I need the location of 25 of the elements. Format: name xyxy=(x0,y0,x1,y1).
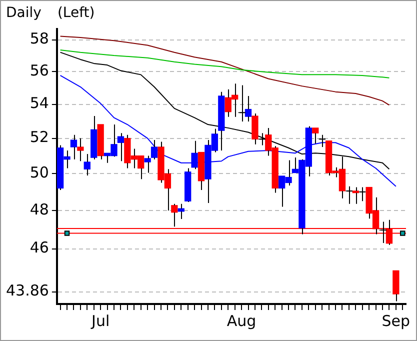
candlestick xyxy=(150,140,158,160)
y-tick-label: 58 xyxy=(30,30,49,48)
candlestick xyxy=(90,116,98,160)
candlestick xyxy=(312,128,319,144)
y-tick-label: 46 xyxy=(30,238,49,257)
y-tick-label: 54 xyxy=(30,94,49,112)
candlestick xyxy=(218,91,225,152)
candlestick xyxy=(191,140,198,170)
x-tick-label: Sep xyxy=(382,312,410,330)
y-tick-label: 48 xyxy=(30,200,49,218)
chart-title: Daily xyxy=(6,5,42,21)
x-tick-label: Jul xyxy=(90,312,110,330)
candlestick xyxy=(77,138,84,162)
candlestick xyxy=(117,132,124,162)
chart-subtitle: (Left) xyxy=(57,5,95,21)
candlestick xyxy=(184,168,192,203)
y-tick-label: 56 xyxy=(30,61,49,80)
y-tick-label: 50 xyxy=(30,164,49,182)
y-tick-label: 52 xyxy=(30,128,49,146)
candlestick xyxy=(144,155,151,174)
candlestick xyxy=(84,154,90,176)
candlestick xyxy=(97,124,104,160)
y-tick-label: 43.86 xyxy=(6,282,49,300)
x-tick-label: Aug xyxy=(226,312,256,330)
candlestick xyxy=(70,134,78,160)
